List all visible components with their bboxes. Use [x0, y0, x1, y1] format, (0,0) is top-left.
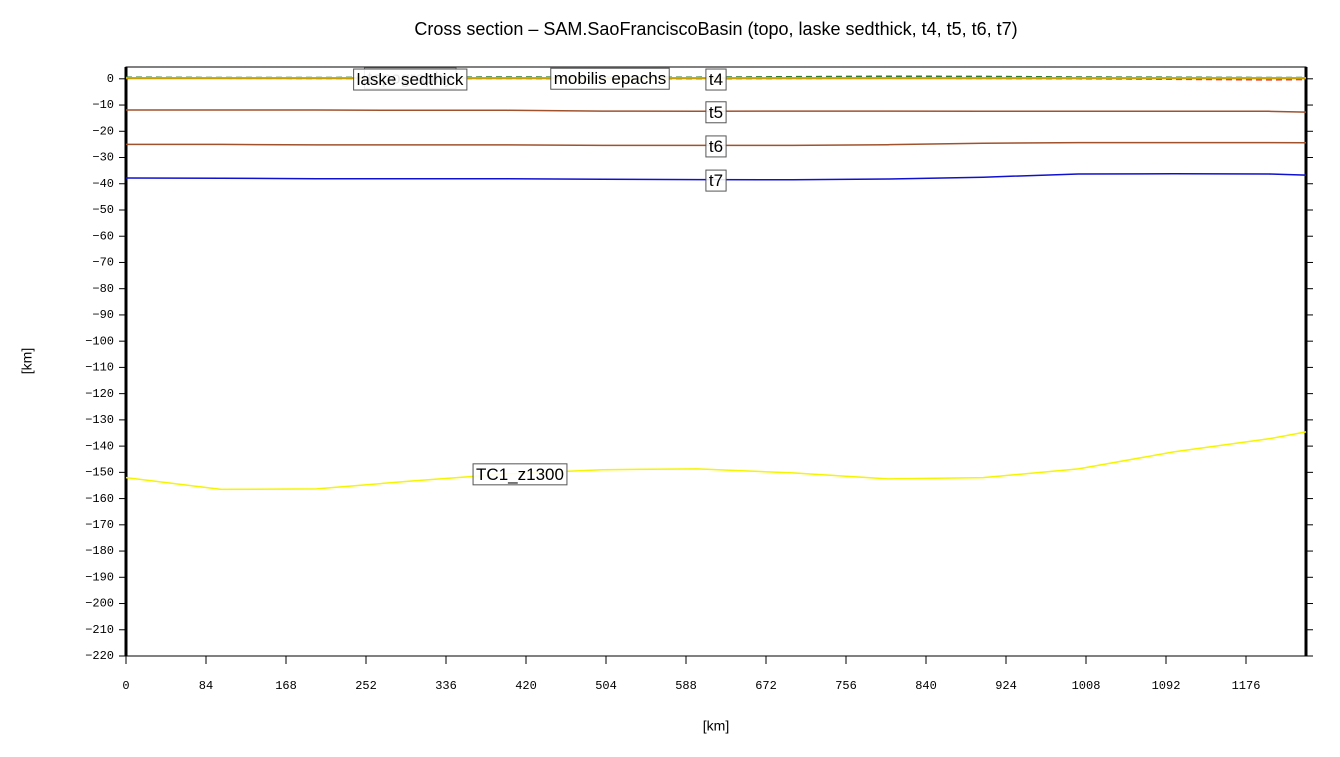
x-tick-label: 840 — [915, 679, 937, 693]
x-tick-label: 168 — [275, 679, 297, 693]
line-label-box — [353, 68, 468, 91]
series-line — [126, 109, 1307, 113]
line-label-text: t7 — [709, 171, 723, 190]
y-tick-label: −180 — [85, 544, 114, 558]
y-tick-label: −70 — [92, 256, 114, 270]
y-tick-label: −90 — [92, 308, 114, 322]
y-tick-label: −170 — [85, 518, 114, 532]
x-tick-label: 1008 — [1072, 679, 1101, 693]
line-label-box — [705, 169, 727, 192]
y-tick-label: −220 — [85, 649, 114, 663]
y-tick-label: −20 — [92, 124, 114, 138]
x-axis-label: [km] — [703, 718, 729, 734]
y-tick-label: −140 — [85, 439, 114, 453]
y-tick-label: −130 — [85, 413, 114, 427]
x-tick-label: 756 — [835, 679, 857, 693]
x-tick-label: 1176 — [1232, 679, 1261, 693]
y-tick-label: −40 — [92, 177, 114, 191]
line-label-box — [705, 68, 727, 91]
y-tick-label: −50 — [92, 203, 114, 217]
y-tick-label: −80 — [92, 282, 114, 296]
y-tick-label: −100 — [85, 334, 114, 348]
line-label: t5 — [705, 101, 727, 124]
x-tick-label: 924 — [995, 679, 1017, 693]
line-label: t6 — [705, 135, 727, 158]
line-label-box — [550, 67, 670, 90]
x-tick-label: 84 — [199, 679, 213, 693]
y-tick-label: −150 — [85, 466, 114, 480]
line-label-text: TC1_z1300 — [476, 465, 564, 484]
y-tick-label: −110 — [85, 361, 114, 375]
x-tick-label: 0 — [122, 679, 129, 693]
series-line — [125, 173, 1307, 181]
x-tick-label: 504 — [595, 679, 617, 693]
line-label-text: mobilis epachs — [554, 69, 666, 88]
y-tick-label: −200 — [85, 597, 114, 611]
y-tick-label: −30 — [92, 151, 114, 165]
line-label-text: t5 — [709, 103, 723, 122]
line-label: t7 — [705, 169, 727, 192]
y-tick-label: −190 — [85, 570, 114, 584]
y-tick-label: −160 — [85, 492, 114, 506]
line-label: t4 — [705, 68, 727, 91]
line-label-text: t4 — [709, 70, 723, 89]
line-label-box — [705, 101, 727, 124]
x-tick-label: 336 — [435, 679, 457, 693]
x-tick-label: 1092 — [1152, 679, 1181, 693]
y-tick-label: −60 — [92, 229, 114, 243]
x-tick-label: 252 — [355, 679, 377, 693]
y-axis-label: [km] — [19, 348, 35, 374]
line-label: TC1_z1300 — [472, 463, 568, 486]
series-line — [126, 141, 1307, 147]
line-label: laske sedthick — [353, 68, 468, 91]
x-tick-label: 420 — [515, 679, 537, 693]
line-label-text: t6 — [709, 137, 723, 156]
x-tick-label: 588 — [675, 679, 697, 693]
line-label-box — [472, 463, 568, 486]
line-label-box — [705, 135, 727, 158]
chart-title: Cross section – SAM.SaoFranciscoBasin (t… — [414, 19, 1017, 39]
line-label: mobilis epachs — [550, 67, 670, 90]
y-tick-label: 0 — [107, 72, 114, 86]
series-line — [125, 431, 1307, 491]
line-label-text: laske sedthick — [357, 70, 464, 89]
y-tick-label: −210 — [85, 623, 114, 637]
y-tick-label: −10 — [92, 98, 114, 112]
x-tick-label: 672 — [755, 679, 777, 693]
y-tick-label: −120 — [85, 387, 114, 401]
